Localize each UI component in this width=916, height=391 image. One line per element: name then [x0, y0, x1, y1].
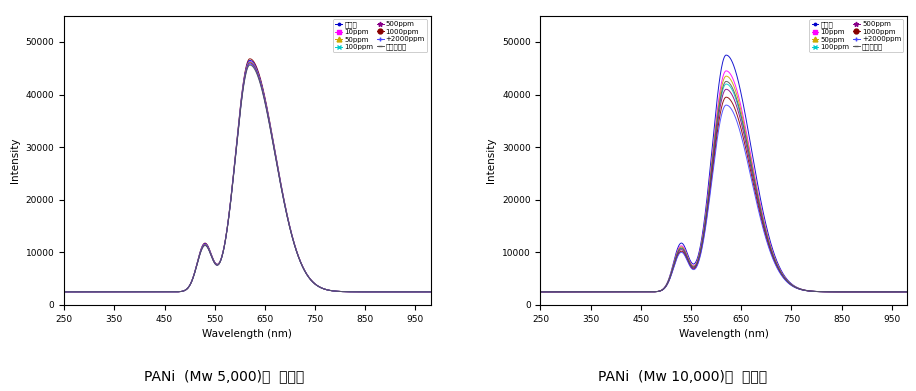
Text: PANi  (Mw 10,000)의  흡광도: PANi (Mw 10,000)의 흡광도	[598, 369, 767, 383]
Y-axis label: Intensity: Intensity	[10, 138, 20, 183]
Y-axis label: Intensity: Intensity	[486, 138, 496, 183]
Text: PANi  (Mw 5,000)의  흡광도: PANi (Mw 5,000)의 흡광도	[145, 369, 304, 383]
X-axis label: Wavelength (nm): Wavelength (nm)	[679, 329, 769, 339]
Legend: 콘트롤, 10ppm, 50ppm, 100ppm, 500ppm, 1000ppm, +2000ppm, 암모니아수: 콘트롤, 10ppm, 50ppm, 100ppm, 500ppm, 1000p…	[333, 19, 427, 52]
X-axis label: Wavelength (nm): Wavelength (nm)	[202, 329, 292, 339]
Legend: 콘트롤, 10ppm, 50ppm, 100ppm, 500ppm, 1000ppm, +2000ppm, 암모니아수: 콘트롤, 10ppm, 50ppm, 100ppm, 500ppm, 1000p…	[810, 19, 903, 52]
